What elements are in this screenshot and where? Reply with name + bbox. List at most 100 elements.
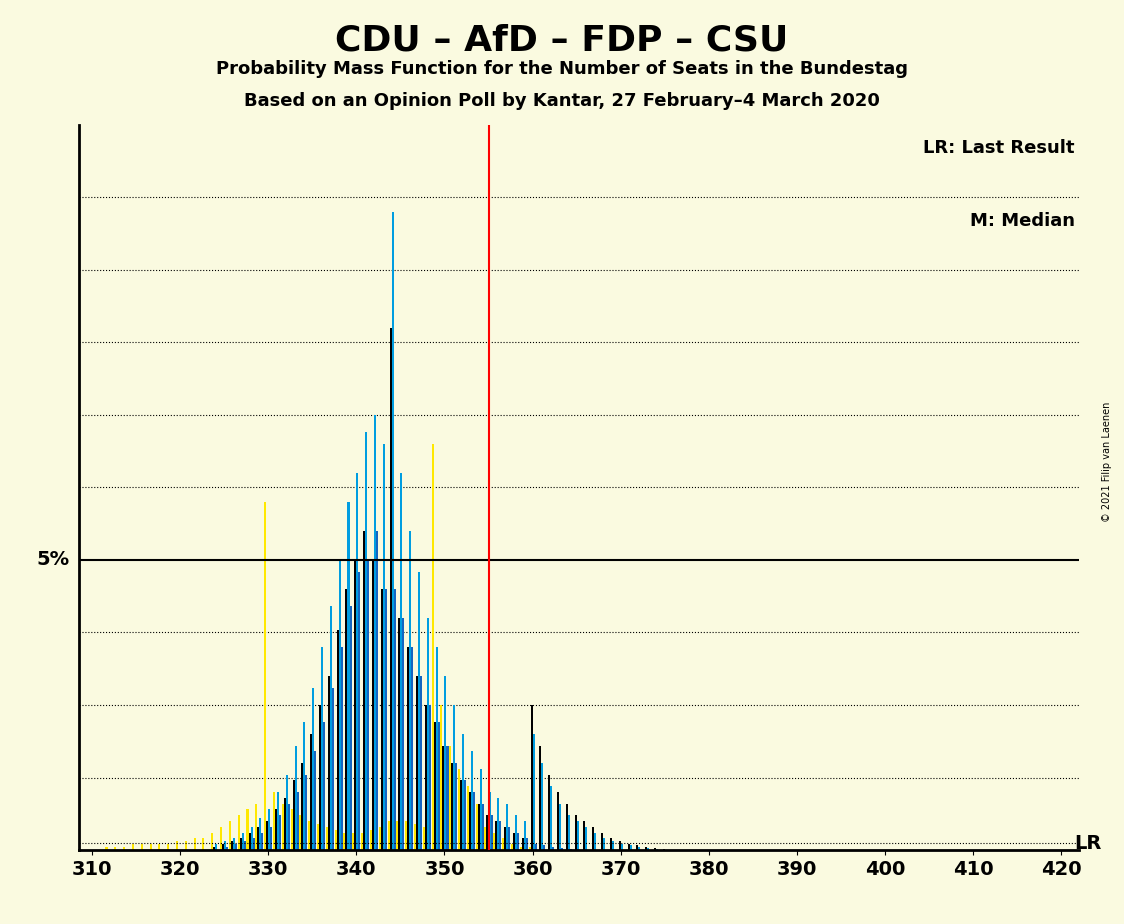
Bar xyxy=(288,804,290,850)
Bar xyxy=(405,821,407,850)
Bar xyxy=(505,827,506,850)
Bar xyxy=(363,531,365,850)
Bar xyxy=(257,827,260,850)
Bar xyxy=(317,824,319,850)
Bar xyxy=(390,328,391,850)
Bar xyxy=(552,847,554,850)
Bar xyxy=(233,838,235,850)
Bar xyxy=(350,606,352,850)
Bar xyxy=(464,781,466,850)
Bar xyxy=(124,847,125,850)
Bar xyxy=(262,833,263,850)
Bar xyxy=(370,830,372,850)
Bar xyxy=(308,821,310,850)
Bar xyxy=(455,763,457,850)
Bar xyxy=(115,847,116,850)
Bar xyxy=(490,815,492,850)
Bar xyxy=(437,723,439,850)
Bar xyxy=(388,821,390,850)
Bar xyxy=(542,763,543,850)
Bar xyxy=(528,847,531,850)
Bar xyxy=(347,502,350,850)
Bar xyxy=(176,842,178,850)
Text: Based on an Opinion Poll by Kantar, 27 February–4 March 2020: Based on an Opinion Poll by Kantar, 27 F… xyxy=(244,92,880,110)
Bar xyxy=(266,821,269,850)
Bar xyxy=(444,676,446,850)
Bar xyxy=(214,847,216,850)
Bar xyxy=(407,647,409,850)
Bar xyxy=(368,560,369,850)
Bar xyxy=(242,833,244,850)
Bar xyxy=(202,838,205,850)
Bar xyxy=(315,751,316,850)
Bar xyxy=(511,845,513,850)
Bar xyxy=(561,848,563,850)
Bar xyxy=(414,824,416,850)
Bar xyxy=(337,629,338,850)
Bar xyxy=(361,833,363,850)
Bar xyxy=(577,821,579,850)
Bar xyxy=(583,821,586,850)
Bar xyxy=(282,804,283,850)
Bar xyxy=(193,838,196,850)
Bar xyxy=(158,845,161,850)
Bar xyxy=(291,809,292,850)
Bar xyxy=(359,572,361,850)
Bar xyxy=(568,815,570,850)
Bar xyxy=(279,815,281,850)
Text: Probability Mass Function for the Number of Seats in the Bundestag: Probability Mass Function for the Number… xyxy=(216,60,908,78)
Bar xyxy=(246,809,248,850)
Bar xyxy=(570,849,572,850)
Bar xyxy=(549,774,551,850)
Bar xyxy=(638,847,641,850)
Bar xyxy=(627,845,629,850)
Bar xyxy=(482,804,483,850)
Bar xyxy=(375,531,378,850)
Bar xyxy=(391,212,393,850)
Bar xyxy=(132,845,134,850)
Bar xyxy=(416,676,418,850)
Bar xyxy=(277,792,279,850)
Bar xyxy=(586,827,588,850)
Bar xyxy=(636,845,638,850)
Bar xyxy=(446,746,448,850)
Bar xyxy=(381,589,383,850)
Bar xyxy=(297,792,299,850)
Text: LR: Last Result: LR: Last Result xyxy=(923,140,1075,157)
Bar xyxy=(517,833,519,850)
Bar xyxy=(184,842,187,850)
Bar xyxy=(400,473,402,850)
Bar xyxy=(601,833,604,850)
Bar xyxy=(323,723,325,850)
Bar xyxy=(429,705,430,850)
Bar xyxy=(540,746,542,850)
Bar xyxy=(462,734,464,850)
Bar xyxy=(496,821,497,850)
Bar xyxy=(140,845,143,850)
Bar xyxy=(436,647,437,850)
Bar xyxy=(273,792,275,850)
Bar xyxy=(558,792,559,850)
Bar xyxy=(341,647,343,850)
Bar xyxy=(292,781,294,850)
Bar xyxy=(493,833,496,850)
Bar xyxy=(106,847,108,850)
Bar xyxy=(301,763,303,850)
Bar xyxy=(329,606,332,850)
Bar xyxy=(656,849,658,850)
Bar xyxy=(535,845,536,850)
Bar xyxy=(654,848,656,850)
Bar xyxy=(303,723,306,850)
Bar xyxy=(471,751,473,850)
Bar xyxy=(423,827,425,850)
Bar xyxy=(522,838,524,850)
Bar xyxy=(524,821,526,850)
Bar xyxy=(167,845,170,850)
Bar xyxy=(224,842,226,850)
Bar xyxy=(604,838,605,850)
Bar xyxy=(611,842,614,850)
Bar xyxy=(450,746,451,850)
Bar xyxy=(239,838,242,850)
Bar xyxy=(255,804,257,850)
Bar xyxy=(338,560,341,850)
